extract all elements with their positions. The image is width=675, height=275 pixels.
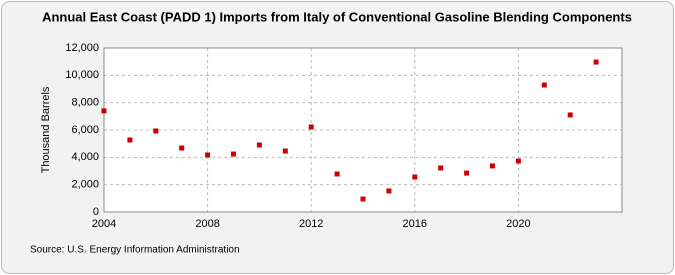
- y-tick-label: 8,000: [71, 97, 99, 109]
- point: [412, 174, 418, 180]
- x-tick-label: 2020: [506, 218, 530, 230]
- x-tick-label: 2012: [299, 218, 323, 230]
- point: [438, 165, 444, 171]
- point: [464, 170, 470, 176]
- y-tick-label: 0: [93, 206, 99, 218]
- point: [515, 158, 521, 164]
- point: [360, 196, 366, 202]
- y-axis-label: Thousand Barrels: [40, 86, 52, 173]
- point: [334, 171, 340, 177]
- y-tick-label: 6,000: [71, 124, 99, 136]
- point: [567, 112, 573, 118]
- point: [256, 142, 262, 148]
- point: [386, 188, 392, 194]
- point: [541, 82, 547, 88]
- x-tick-label: 2004: [92, 218, 116, 230]
- point: [490, 163, 495, 169]
- point: [153, 128, 159, 134]
- point: [205, 152, 211, 158]
- point: [593, 59, 599, 65]
- point: [282, 148, 288, 154]
- source-note: Source: U.S. Energy Information Administ…: [30, 245, 240, 256]
- point: [101, 108, 107, 114]
- point: [127, 137, 133, 143]
- chart-title: Annual East Coast (PADD 1) Imports from …: [42, 9, 632, 24]
- point: [308, 124, 314, 130]
- y-tick-label: 12,000: [65, 42, 99, 54]
- y-tick-label: 2,000: [71, 179, 99, 191]
- y-tick-label: 4,000: [71, 151, 99, 163]
- y-tick-label: 10,000: [65, 69, 99, 81]
- x-tick-label: 2016: [403, 218, 427, 230]
- x-tick-label: 2008: [195, 218, 219, 230]
- plot-border: [103, 47, 623, 213]
- point: [231, 151, 236, 157]
- point: [179, 145, 185, 151]
